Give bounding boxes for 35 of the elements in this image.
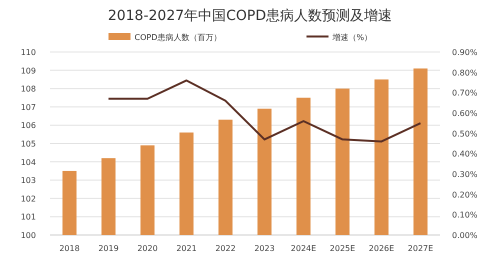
y-tick-label: 110 <box>20 48 36 57</box>
x-tick-label: 2018 <box>59 244 80 253</box>
y-tick-label: 102 <box>20 194 36 204</box>
legend-label: COPD患病人数（百万） <box>134 33 222 42</box>
y-tick-label: 107 <box>20 102 36 112</box>
y-tick-label: 100 <box>20 231 36 240</box>
x-tick-label: 2025E <box>330 244 356 253</box>
y2-tick-label: 0.40% <box>452 150 478 159</box>
y2-tick-label: 0.80% <box>452 68 478 78</box>
y2-tick-label: 0.10% <box>452 210 478 220</box>
y-tick-label: 108 <box>20 84 36 94</box>
line-series <box>108 79 422 142</box>
y-tick-label: 104 <box>20 158 36 167</box>
legend-label: 增速（%） <box>332 33 372 42</box>
y2-tick-label: 0.50% <box>452 129 478 138</box>
x-tick-label: 2020 <box>137 244 158 253</box>
x-tick-label: 2021 <box>176 244 197 253</box>
x-tick-label: 2027E <box>408 244 434 253</box>
y-tick-label: 106 <box>20 121 36 130</box>
x-tick-label: 2023 <box>254 244 275 253</box>
y2-tick-label: 0.90% <box>452 48 478 57</box>
x-tick-label: 2019 <box>98 244 119 253</box>
y-tick-label: 103 <box>20 176 36 186</box>
chart-title: 2018-2027年中国COPD患病人数预测及增速 <box>108 8 392 24</box>
y-tick-label: 101 <box>20 212 36 222</box>
y-tick-label: 109 <box>20 66 36 76</box>
y2-tick-label: 0.20% <box>452 190 478 200</box>
y2-tick-label: 0.30% <box>452 170 478 179</box>
x-tick-label: 2026E <box>368 244 394 253</box>
y-tick-label: 105 <box>20 140 36 148</box>
y2-tick-label: 0.00% <box>452 231 478 240</box>
x-tick-label: 2024E <box>290 244 316 253</box>
y2-tick-label: 0.70% <box>452 88 478 98</box>
x-tick-label: 2022 <box>215 244 236 253</box>
y2-tick-label: 0.60% <box>452 109 478 118</box>
